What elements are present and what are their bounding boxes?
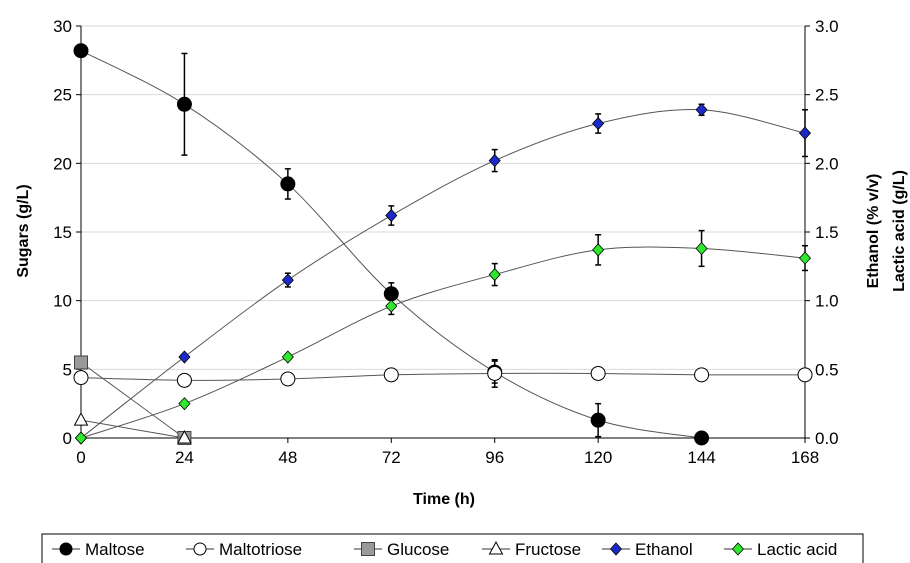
x-tick-label: 120 [584, 448, 612, 467]
ethanol-point [178, 350, 191, 364]
ethanol-point [798, 126, 812, 140]
legend-label: Ethanol [635, 540, 693, 559]
x-tick-label: 144 [687, 448, 715, 467]
legend-label: Lactic acid [757, 540, 837, 559]
ethanol-point [695, 103, 708, 117]
y-axis-left-title: Sugars (g/L) [15, 184, 32, 277]
legend-marker [193, 542, 207, 556]
ethanol-line [80, 109, 806, 439]
maltose-point [176, 96, 192, 112]
legend: Maltose Maltotriose Glucose Fructose Ethanol… [41, 533, 864, 563]
series-maltotriose [73, 358, 813, 388]
legend-item-fructose: Fructose [482, 540, 581, 559]
lactic-acid-point [385, 299, 398, 313]
maltotriose-point [487, 365, 503, 381]
y-left-tick-label: 15 [53, 223, 72, 242]
legend-label: Maltotriose [219, 540, 302, 559]
y-right-tick-label: 1.0 [815, 292, 839, 311]
ethanol-point [281, 273, 294, 287]
maltotriose-point [694, 367, 710, 383]
legend-item-maltose: Maltose [52, 540, 145, 559]
y-left-tick-label: 0 [63, 429, 72, 448]
fructose-point [177, 429, 192, 444]
maltotriose-point [280, 371, 296, 387]
maltose-point [694, 430, 710, 446]
legend-marker [731, 542, 745, 556]
maltose-point [590, 412, 606, 428]
x-axis-title: Time (h) [413, 491, 475, 508]
x-tick-label: 96 [485, 448, 504, 467]
legend-marker [361, 542, 375, 556]
lactic-acid-point [592, 243, 605, 257]
series-maltose [73, 43, 710, 446]
y-left-tick-label: 25 [53, 86, 72, 105]
maltotriose-line [80, 372, 806, 381]
x-tick-label: 72 [382, 448, 401, 467]
legend-label: Fructose [515, 540, 581, 559]
legend-item-glucose: Glucose [354, 540, 449, 559]
y-left-tick-label: 20 [53, 154, 72, 173]
x-tick-label: 48 [278, 448, 297, 467]
y-left-tick-label: 10 [53, 292, 72, 311]
lactic-acid-point [695, 241, 708, 256]
legend-label: Glucose [387, 540, 449, 559]
fructose-point [73, 412, 89, 426]
y-left-tick-label: 30 [53, 17, 72, 36]
maltotriose-point [176, 372, 192, 388]
series-fructose [73, 412, 192, 444]
legend-item-ethanol: Ethanol [602, 540, 693, 559]
maltose-point [280, 176, 296, 192]
y-right-tick-label: 2.0 [815, 154, 839, 173]
maltose-point [73, 43, 89, 59]
legend-item-lactic-acid: Lactic acid [724, 540, 837, 559]
maltotriose-point [590, 365, 606, 381]
ethanol-point [592, 116, 605, 131]
gridlines [81, 25, 805, 370]
lactic-acid-line [80, 246, 806, 439]
legend-marker [59, 542, 73, 556]
series-lactic-acid [74, 229, 812, 445]
lactic-acid-point [798, 251, 812, 265]
y-right-tick-label: 2.5 [815, 86, 839, 105]
legend-item-maltotriose: Maltotriose [186, 540, 302, 559]
y-right-tick-label: 1.5 [815, 223, 839, 242]
lactic-acid-point [178, 397, 191, 411]
maltotriose-point [383, 367, 399, 383]
y-axis-right-title-line1: Ethanol (% v/v) [865, 174, 882, 289]
y-right-tick-label: 0.0 [815, 429, 839, 448]
y-left-tick-label: 5 [63, 360, 72, 379]
legend-marker [488, 540, 504, 555]
series-ethanol [74, 103, 812, 445]
legend-label: Maltose [85, 540, 145, 559]
ethanol-point [488, 153, 501, 168]
x-tick-label: 0 [76, 448, 85, 467]
lactic-acid-point [281, 350, 294, 364]
tick-labels: 0 5 10 15 20 25 30 0.0 0.5 1.0 1.5 2.0 2.5 3.0 0 24 48 72… [53, 17, 839, 467]
plot-area [73, 43, 813, 446]
y-right-tick-label: 0.5 [815, 360, 839, 379]
lactic-acid-point [488, 267, 501, 282]
x-tick-label: 24 [175, 448, 194, 467]
maltotriose-point [73, 370, 89, 386]
legend-marker [609, 542, 623, 556]
y-axis-right-title-line2: Lactic acid (g/L) [891, 170, 908, 292]
ethanol-point [385, 208, 398, 223]
lactic-acid-point [74, 431, 88, 445]
fructose-line [80, 419, 185, 439]
x-tick-label: 168 [791, 448, 819, 467]
glucose-line [80, 362, 185, 439]
maltotriose-point [797, 367, 813, 383]
glucose-point [74, 355, 88, 370]
y-right-tick-label: 3.0 [815, 17, 839, 36]
